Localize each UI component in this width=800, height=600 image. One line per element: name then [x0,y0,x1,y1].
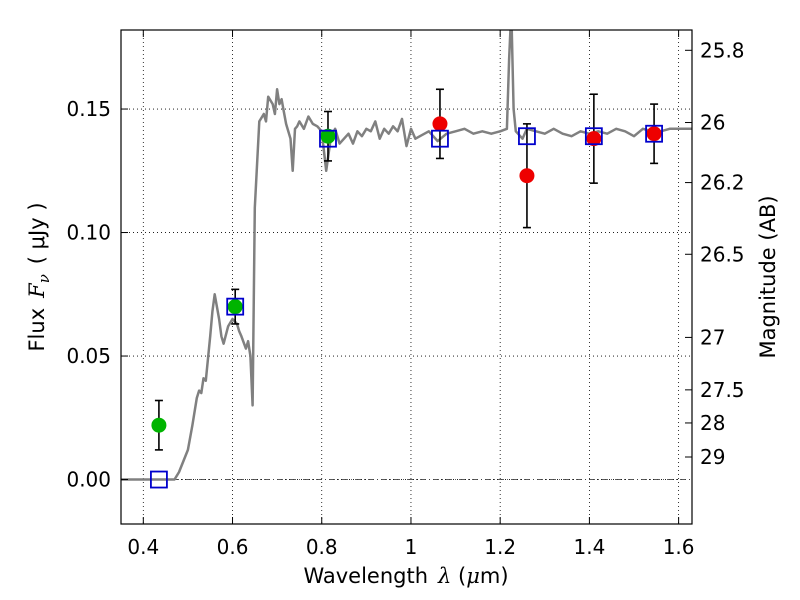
mag-tick-label: 25.8 [700,38,745,62]
model-point [226,297,245,316]
model-point [518,127,536,146]
model-point [645,124,663,143]
plot-background [121,30,692,524]
y-axis-right-label: Magnitude (AB) [756,195,780,358]
tick-labels: 0.4 0.6 0.8 1 1.2 1.4 1.6 0.00 0.05 0.10 0.15 25.8 2… [66,38,744,559]
spectrum-layer [121,30,692,481]
x-tick-label: 0.6 [217,535,249,559]
spectrum-line [121,30,692,481]
marker-layer [150,116,663,489]
x-tick-label: 0.8 [306,535,338,559]
x-tick-label: 1.4 [573,535,605,559]
y-tick-label: 0.10 [66,221,111,245]
data-point [519,168,535,184]
y-tick-label: 0.15 [66,97,111,121]
x-tick-label: 1 [405,535,418,559]
data-point [646,126,662,142]
data-point [227,299,243,315]
data-point [586,131,602,147]
x-axis-label: Wavelength λ (μm) [303,564,508,588]
data-point [151,417,167,433]
mag-tick-label: 27 [700,325,725,349]
model-point [150,470,168,489]
mag-tick-label: 26.2 [700,171,745,195]
x-tick-label: 1.6 [663,535,695,559]
mag-tick-label: 27.5 [700,378,745,402]
y-tick-label: 0.05 [66,344,111,368]
data-point [320,128,336,144]
model-point [431,129,449,148]
data-point [432,116,448,132]
mag-tick-label: 26 [700,111,725,135]
mag-tick-label: 26.5 [700,242,745,266]
x-tick-label: 0.4 [127,535,159,559]
x-tick-label: 1.2 [484,535,516,559]
y-tick-label: 0.00 [66,468,111,492]
mag-tick-label: 29 [700,445,725,469]
mag-tick-label: 28 [700,411,725,435]
plot-frame [120,29,693,525]
tick-marks [121,30,692,524]
y-axis-label: FluxFν( μJy ) [25,202,53,351]
model-point [584,127,603,146]
model-point [319,129,337,148]
